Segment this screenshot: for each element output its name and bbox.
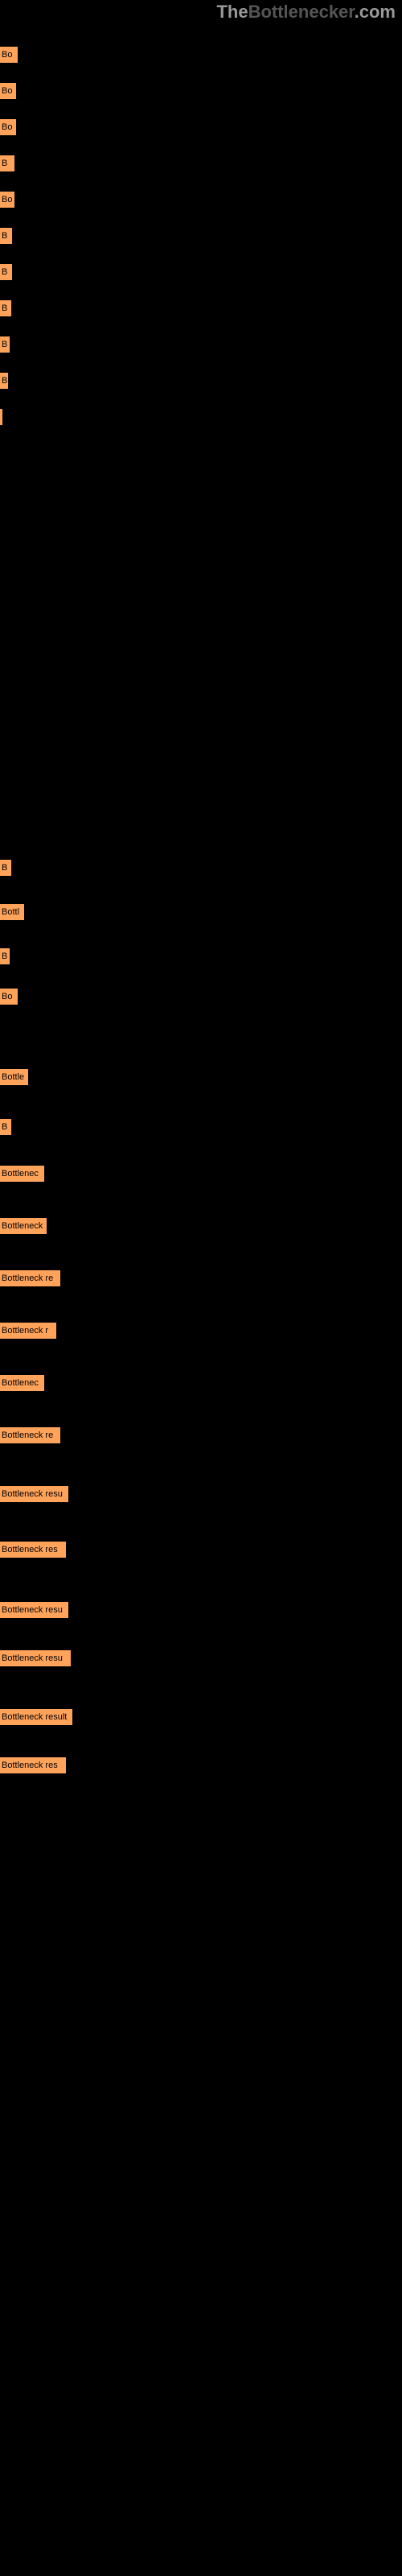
bar-row: Bottleneck bbox=[0, 1218, 47, 1234]
chart-bar: B bbox=[0, 228, 12, 244]
bar-row: Bottleneck res bbox=[0, 1542, 66, 1558]
bar-row: Bottleneck resu bbox=[0, 1602, 68, 1618]
chart-bar: Bottlenec bbox=[0, 1375, 44, 1391]
chart-bar: Bottleneck res bbox=[0, 1757, 66, 1773]
bar-row: B bbox=[0, 860, 11, 876]
bar-row: Bottlenec bbox=[0, 1375, 44, 1391]
chart-bar: B bbox=[0, 948, 10, 964]
chart-bar: B bbox=[0, 300, 11, 316]
chart-bar: Bottleneck resu bbox=[0, 1650, 71, 1666]
bar-row: Bottl bbox=[0, 904, 24, 920]
chart-bar: Bo bbox=[0, 119, 16, 135]
bar-row: B bbox=[0, 1119, 11, 1135]
chart-bar: B bbox=[0, 336, 10, 353]
bar-row: B bbox=[0, 336, 10, 353]
bar-row: Bottleneck result bbox=[0, 1709, 72, 1725]
bar-row: Bo bbox=[0, 192, 14, 208]
bar-row: Bottlenec bbox=[0, 1166, 44, 1182]
bar-row: B bbox=[0, 373, 8, 389]
bar-row: Bottle bbox=[0, 1069, 28, 1085]
bar-row: Bo bbox=[0, 989, 18, 1005]
bar-row: B bbox=[0, 155, 14, 171]
bar-row: Bo bbox=[0, 83, 16, 99]
bar-row: Bottleneck resu bbox=[0, 1650, 71, 1666]
bar-row bbox=[0, 409, 2, 425]
chart-bar: B bbox=[0, 264, 12, 280]
bar-row: B bbox=[0, 228, 12, 244]
chart-bar: Bottleneck r bbox=[0, 1323, 56, 1339]
bar-row: Bottleneck r bbox=[0, 1323, 56, 1339]
chart-bar: Bo bbox=[0, 83, 16, 99]
bar-row: B bbox=[0, 264, 12, 280]
bar-row: Bo bbox=[0, 119, 16, 135]
bar-row: B bbox=[0, 948, 10, 964]
chart-bar: Bo bbox=[0, 192, 14, 208]
chart-bar bbox=[0, 409, 2, 425]
bar-row: Bottleneck re bbox=[0, 1270, 60, 1286]
chart-bar: Bottleneck resu bbox=[0, 1602, 68, 1618]
chart-bar: Bottl bbox=[0, 904, 24, 920]
bar-row: Bo bbox=[0, 47, 18, 63]
chart-bar: B bbox=[0, 1119, 11, 1135]
chart-bar: Bottleneck bbox=[0, 1218, 47, 1234]
chart-bar: Bottle bbox=[0, 1069, 28, 1085]
chart-bar: B bbox=[0, 373, 8, 389]
chart-bar: Bottleneck re bbox=[0, 1270, 60, 1286]
logo-com: .com bbox=[355, 2, 396, 22]
chart-bar: Bottlenec bbox=[0, 1166, 44, 1182]
bar-row: Bottleneck re bbox=[0, 1427, 60, 1443]
watermark-logo: TheBottlenecker.com bbox=[0, 0, 402, 23]
chart-bar: Bo bbox=[0, 989, 18, 1005]
bar-row: Bottleneck res bbox=[0, 1757, 66, 1773]
logo-the: The bbox=[216, 2, 248, 22]
logo-bottlenecker: Bottlenecker bbox=[248, 2, 355, 22]
chart-bar: Bottleneck re bbox=[0, 1427, 60, 1443]
chart-bar: Bottleneck res bbox=[0, 1542, 66, 1558]
chart-bar: B bbox=[0, 860, 11, 876]
chart-bar: Bottleneck resu bbox=[0, 1486, 68, 1502]
bar-chart: Bo Bo Bo B Bo B B B B B B Bottl B Bo Bottle B Bottlenec B… bbox=[0, 23, 402, 2574]
bar-row: Bottleneck resu bbox=[0, 1486, 68, 1502]
chart-bar: Bo bbox=[0, 47, 18, 63]
chart-bar: Bottleneck result bbox=[0, 1709, 72, 1725]
bar-row: B bbox=[0, 300, 11, 316]
chart-bar: B bbox=[0, 155, 14, 171]
